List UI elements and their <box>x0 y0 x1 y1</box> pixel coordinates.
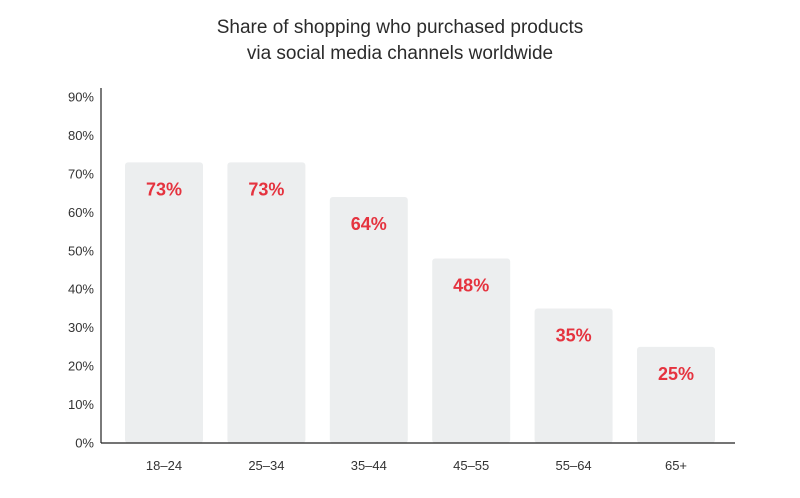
bars-group: 73% 73% 64% 48% 35% 25% <box>125 162 715 443</box>
y-tick-label: 40% <box>68 282 94 297</box>
bar <box>432 258 511 443</box>
bar <box>227 162 306 443</box>
y-tick-label: 10% <box>68 397 94 412</box>
y-tick-label: 90% <box>68 90 94 105</box>
y-tick-label: 0% <box>75 436 94 451</box>
bar-value-label: 35% <box>556 325 592 345</box>
y-tick-label: 80% <box>68 128 94 143</box>
x-tick-label: 18–24 <box>146 458 182 473</box>
chart-title-line-2: via social media channels worldwide <box>246 43 554 64</box>
x-tick-label: 25–34 <box>248 458 284 473</box>
y-tick-label: 60% <box>68 205 94 220</box>
x-tick-label: 45–55 <box>453 458 489 473</box>
bar-value-label: 64% <box>351 214 387 234</box>
bar <box>637 346 715 443</box>
y-tick-label: 70% <box>68 166 94 181</box>
bar <box>534 308 613 443</box>
bar-value-label: 73% <box>248 179 284 199</box>
bar-value-label: 25% <box>658 364 694 384</box>
bar-value-label: 48% <box>453 275 489 295</box>
y-tick-label: 20% <box>68 359 94 374</box>
x-tick-label: 35–44 <box>351 458 387 473</box>
chart-title-line-1: Share of shopping who purchased products <box>216 17 584 38</box>
bar-value-label: 73% <box>146 179 182 199</box>
x-axis-tick-labels: 18–24 25–34 35–44 45–55 55–64 65+ <box>146 458 687 473</box>
x-tick-label: 65+ <box>665 458 687 473</box>
y-tick-label: 30% <box>68 320 94 335</box>
bar <box>329 196 408 443</box>
chart-title: Share of shopping who purchased products… <box>0 15 800 67</box>
x-tick-label: 55–64 <box>556 458 592 473</box>
y-tick-label: 50% <box>68 243 94 258</box>
bar <box>125 162 203 443</box>
y-axis-tick-labels: 0% 10% 20% 30% 40% 50% 60% 70% 80% 90% <box>68 90 94 451</box>
